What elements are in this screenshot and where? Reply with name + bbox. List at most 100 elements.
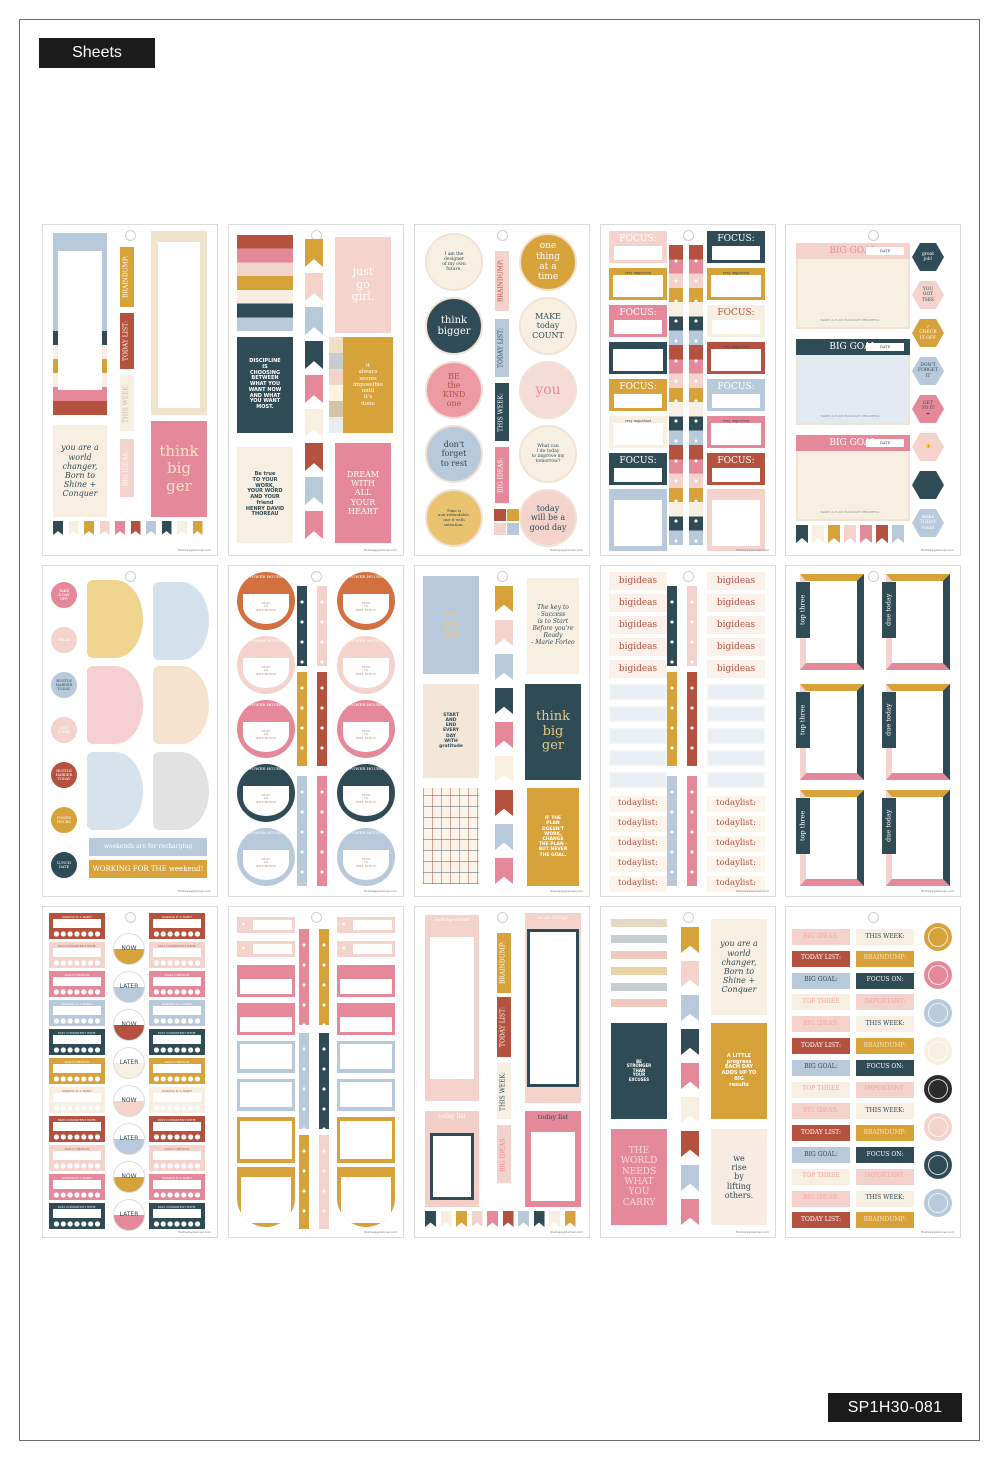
sticker-sheet: FOCUS: very important FOCUS: very important…	[600, 224, 776, 556]
sticker-text: STAY CONSISTENT WITH:	[57, 944, 97, 948]
flag-sticker	[495, 620, 513, 646]
circle-sticker: TAKE A DAY OFF.	[49, 580, 79, 610]
writing-area	[53, 1093, 101, 1103]
sticker: TODAY LIST:	[120, 313, 134, 369]
section-title: Sheets	[39, 38, 155, 68]
hexagon-sticker: DON'T FORGET IT	[912, 357, 944, 385]
hexagon-sticker: YOU GOT THIS	[912, 281, 944, 309]
writing-area	[530, 1132, 576, 1202]
writing-area	[242, 786, 290, 817]
sticker-text: STAY CONSISTENT WITH:	[157, 1205, 197, 1209]
dot-strip-sticker	[297, 672, 307, 766]
sticker-sheet: you got this The key to Success is to Sta…	[414, 565, 590, 897]
sticker-text: DAILY CHECK-IN	[64, 1147, 90, 1151]
flag-sticker	[892, 525, 904, 543]
sticker-text: THIS WEEK:	[122, 383, 130, 423]
writing-area	[711, 468, 761, 482]
sticker-text: FOCUS:	[619, 382, 657, 392]
sticker-text: looking ahead	[434, 917, 470, 923]
writing-area	[242, 722, 290, 753]
label-sticker: TODAY LIST:	[792, 1212, 850, 1229]
sheet-footer-url: thehappyplanner.com	[550, 548, 583, 552]
writing-area	[711, 246, 761, 260]
label-sticker: THIS WEEK:	[856, 929, 914, 945]
focus-sticker: FOCUS:	[707, 379, 765, 411]
circle-sticker: HUSTLE HARDER TODAY	[49, 760, 79, 790]
writing-area	[53, 919, 101, 929]
sticker-text: think big ger	[535, 708, 570, 754]
sticker: BRAINDUMP:	[497, 933, 511, 993]
flag-sticker	[495, 688, 513, 714]
habit-tracker-sticker: STAY CONSISTENT WITH:	[49, 1029, 105, 1055]
habit-dots	[53, 930, 101, 937]
today-list-sticker: todaylist:	[609, 816, 667, 832]
habit-tracker-sticker: DAILY CHECK-IN	[49, 1145, 105, 1171]
script-word-sticker	[609, 750, 667, 766]
sticker-text: MAKING IT A HABIT	[162, 915, 192, 919]
star-label-sticker: ★	[337, 941, 395, 957]
writing-area	[153, 1122, 201, 1132]
frame-sticker	[886, 790, 950, 886]
sticker-text: DAILY CHECK-IN	[164, 1060, 190, 1064]
very-important-sticker: very important	[609, 268, 667, 300]
box-sticker	[237, 1003, 295, 1035]
sticker-text: POWER HOURS	[249, 574, 283, 579]
sticker-text: TAKE A DAY OFF.	[58, 588, 70, 601]
writing-area	[157, 242, 201, 408]
writing-area	[153, 977, 201, 987]
sticker-text: bigideas	[618, 641, 658, 652]
sticker-text: DISCIPLINE IS CHOOSING BETWEEN WHAT YOU …	[248, 358, 282, 411]
sticker-text: DATE	[879, 345, 891, 349]
sticker-text: todaylist:	[716, 838, 756, 849]
label-sticker: TOP THREE	[792, 1081, 850, 1098]
sticker-text: you are a world changer, Born to Shine +…	[720, 939, 758, 995]
very-important-sticker: very important	[707, 268, 765, 300]
sticker-text: FOCUS:	[717, 456, 755, 466]
big-ideas-sticker: bigideas	[707, 594, 765, 612]
script-word-sticker	[707, 728, 765, 744]
half-circle-sticker	[153, 752, 209, 830]
today-list-sticker: todaylist:	[707, 836, 765, 852]
writing-area	[341, 1176, 391, 1224]
hang-hole	[868, 912, 879, 923]
habit-tracker-sticker: MAKING IT A HABIT	[49, 1087, 105, 1113]
flag-sticker	[533, 1211, 545, 1227]
sticker-text: todaylist:	[716, 818, 756, 829]
flag-sticker	[876, 525, 888, 543]
flag-sticker	[305, 443, 323, 471]
sticker-text: IF THE PLAN DOESN'T WORK, CHANGE THE PLA…	[538, 816, 568, 858]
writing-area	[340, 1017, 392, 1033]
sheet-footer-url: thehappyplanner.com	[550, 889, 583, 893]
sticker-text: BIG GOAL	[829, 437, 877, 448]
sticker-text: one thing at a time	[536, 241, 560, 283]
writing-area	[530, 932, 576, 1084]
sticker-text: TASK: - TO - TIME BLOCK:	[355, 728, 377, 740]
sticker-text: MAKE A PLAN EVALUATE PROGRESS	[820, 318, 880, 323]
sticker-text: WORKING FOR THE weekend!	[92, 864, 204, 873]
sheet-footer-url: thehappyplanner.com	[736, 889, 769, 893]
flag-sticker	[564, 1211, 576, 1227]
dot-strip-sticker	[687, 776, 697, 886]
sticker-text: THIS WEEK:	[497, 392, 505, 432]
flag-sticker	[681, 1199, 699, 1225]
sticker-text: bigideas	[716, 619, 756, 630]
writing-area	[240, 979, 292, 995]
label-sticker: TOP THREE	[792, 1168, 850, 1185]
sticker: TODAY LIST:	[497, 997, 511, 1057]
sticker-text: TOP THREE	[802, 1172, 840, 1180]
writing-area	[711, 320, 761, 334]
sticker-text: weekends are for recharging	[103, 842, 193, 850]
label-sticker: BIG GOAL:	[792, 972, 850, 989]
hang-hole	[125, 912, 136, 923]
habit-tracker-sticker: STAY CONSISTENT WITH:	[149, 1203, 205, 1229]
dot-strip-sticker	[319, 929, 329, 1025]
sticker-text: IMPORTANT:	[864, 1172, 906, 1180]
writing-area	[53, 977, 101, 987]
power-hours-fields: TASK: - TO - TIME BLOCK:	[345, 852, 387, 874]
script-word-sticker	[707, 684, 765, 700]
sticker-text: MAKING IT A HABIT	[62, 1002, 92, 1006]
sticker: BRAINDUMP:	[120, 247, 134, 307]
power-hours-sticker: POWER HOURS	[337, 700, 395, 758]
notepad-sticker	[53, 233, 107, 415]
sticker-text: POWER HOURS	[349, 638, 383, 643]
